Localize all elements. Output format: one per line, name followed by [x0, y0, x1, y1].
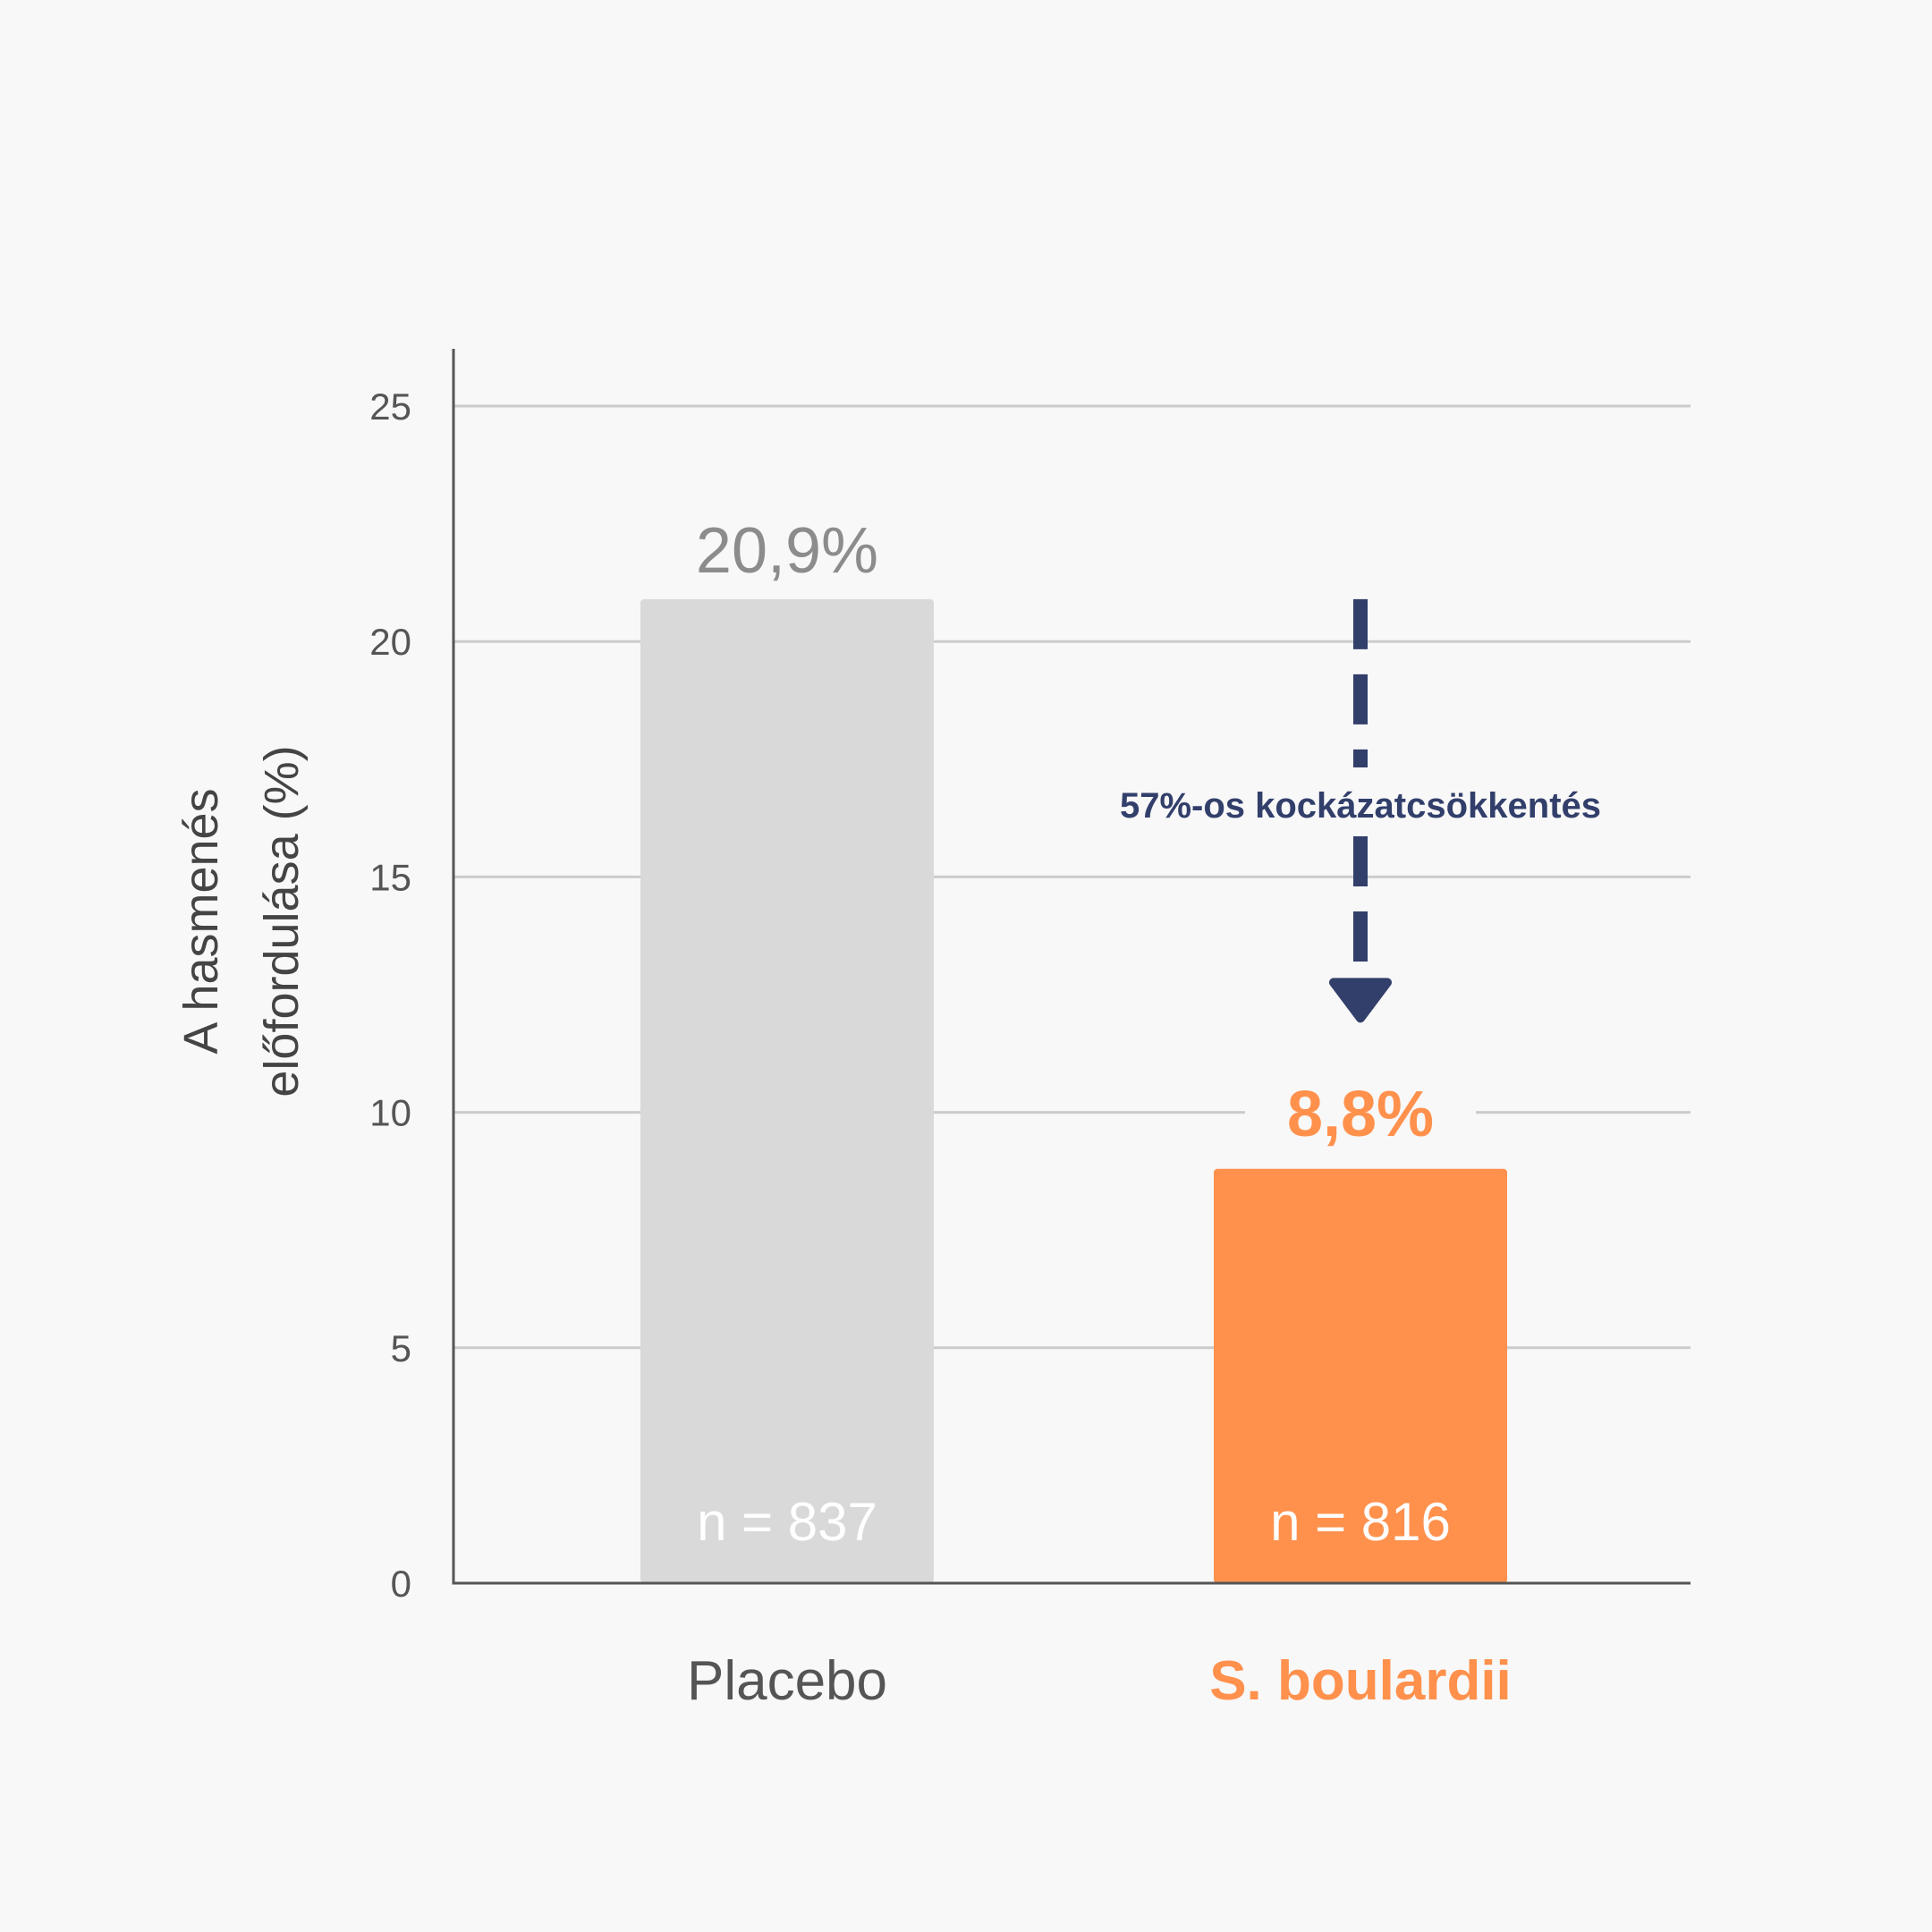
n-label: n = 816 — [1270, 1492, 1451, 1552]
bar-placebo — [640, 598, 934, 1583]
y-axis-label-line: A hasmenés — [174, 788, 228, 1054]
y-tick-label: 15 — [369, 856, 411, 898]
n-label: n = 837 — [697, 1492, 877, 1552]
bar-s-boulardii — [1214, 1168, 1507, 1583]
y-tick-label: 5 — [391, 1327, 411, 1369]
y-tick-label: 25 — [369, 386, 411, 428]
value-label-placebo: 20,9% — [696, 515, 878, 587]
value-label-s-boulardii: 8,8% — [1287, 1079, 1434, 1150]
category-label-s-boulardii: S. boulardii — [1209, 1650, 1512, 1712]
category-label-placebo: Placebo — [687, 1650, 887, 1712]
y-tick-label: 0 — [391, 1563, 411, 1605]
annotation-label: 57%-os kockázatcsökkentés — [1120, 786, 1601, 826]
label-background — [1245, 1061, 1476, 1147]
y-axis-label-line: előfordulása (%) — [255, 745, 309, 1097]
y-tick-label: 10 — [369, 1092, 411, 1134]
annotation-arrow-head — [1329, 978, 1392, 1023]
y-tick-label: 20 — [369, 621, 411, 663]
y-axis-label: A hasmenés előfordulása (%) — [174, 745, 309, 1097]
